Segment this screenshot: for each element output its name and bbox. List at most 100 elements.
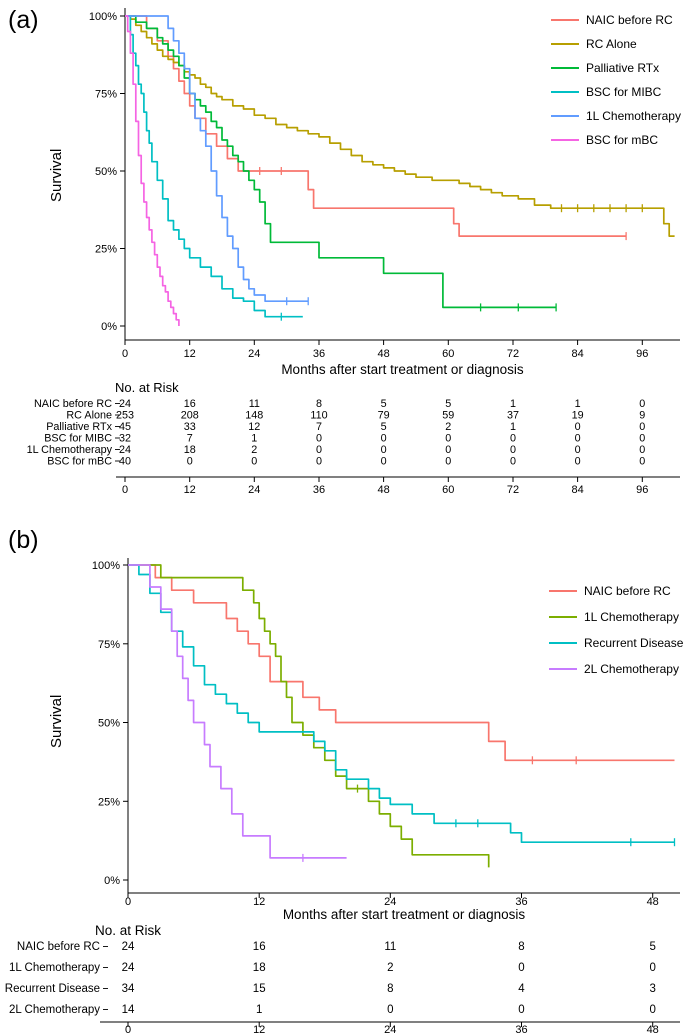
risk-count: 0 (381, 456, 387, 468)
risk-count: 15 (253, 983, 266, 995)
panel-b-label: (b) (8, 526, 39, 554)
panel-a-risk-table-title: No. at Risk (115, 380, 179, 395)
legend-line-swatch (551, 67, 579, 69)
risk-count: 1 (575, 398, 581, 410)
legend-label: 1L Chemotherapy (584, 610, 679, 624)
risk-count: 0 (445, 456, 451, 468)
legend-label: 1L Chemotherapy (586, 109, 681, 123)
risk-count: 8 (518, 941, 524, 953)
x-tick-label: 84 (571, 348, 583, 360)
risk-row-label: 2L Chemotherapy (9, 1004, 100, 1016)
legend-item: 1L Chemotherapy (551, 104, 681, 128)
survival-curve-naic-before-rc (128, 564, 675, 762)
x-tick-label: 12 (184, 348, 196, 360)
x-tick-label: 24 (248, 348, 260, 360)
risk-count: 16 (253, 941, 266, 953)
risk-count: 0 (445, 433, 451, 445)
y-tick-label: 75% (98, 639, 120, 651)
risk-row-label: 1L Chemotherapy (27, 444, 113, 456)
risk-count: 24 (119, 398, 131, 410)
risk-count: 12 (248, 421, 260, 433)
risk-row-label: RC Alone (66, 410, 112, 422)
risk-count: 0 (316, 433, 322, 445)
risk-count: 0 (251, 456, 257, 468)
survival-curve-palliative-rtx (125, 15, 557, 309)
risk-count: 0 (575, 456, 581, 468)
risk-count: 0 (639, 421, 645, 433)
risk-count: 7 (316, 421, 322, 433)
survival-curve-1l-chemotherapy (125, 15, 309, 303)
risk-count: 24 (122, 962, 135, 974)
risk-count: 5 (649, 941, 655, 953)
y-tick-label: 100% (92, 560, 120, 572)
risk-count: 11 (249, 398, 260, 410)
panel-a-x-axis-title: Months after start treatment or diagnosi… (281, 362, 524, 377)
risk-count: 24 (119, 444, 131, 456)
x-tick-label: 0 (125, 896, 131, 908)
risk-count: 32 (119, 433, 131, 445)
risk-count: 0 (649, 1004, 655, 1016)
legend-line-swatch (551, 43, 579, 45)
risk-count: 5 (445, 398, 451, 410)
legend-label: BSC for MIBC (586, 85, 662, 99)
risk-count: 0 (649, 962, 655, 974)
risk-count: 5 (381, 421, 387, 433)
risk-count: 0 (575, 433, 581, 445)
x-tick-label: 36 (515, 896, 527, 908)
legend-item: NAIC before RC (549, 578, 683, 604)
risk-count: 0 (575, 444, 581, 456)
y-tick-label: 0% (101, 321, 117, 333)
risk-count: 37 (507, 410, 519, 422)
x-tick-label: 36 (313, 348, 325, 360)
risk-count: 11 (384, 941, 396, 953)
legend-line-swatch (549, 616, 577, 618)
y-tick-label: 50% (95, 166, 117, 178)
legend-label: NAIC before RC (584, 584, 671, 598)
risk-axis-label: 48 (377, 484, 389, 496)
legend-item: 2L Chemotherapy (549, 656, 683, 682)
risk-count: 33 (184, 421, 196, 433)
risk-axis-label: 84 (571, 484, 583, 496)
x-tick-label: 48 (377, 348, 389, 360)
risk-count: 16 (184, 398, 196, 410)
legend-label: Recurrent Disease (584, 636, 684, 650)
risk-count: 9 (639, 410, 645, 422)
legend-label: 2L Chemotherapy (584, 662, 679, 676)
risk-count: 1 (256, 1004, 262, 1016)
risk-count: 208 (181, 410, 199, 422)
survival-curve-rc-alone (125, 15, 675, 237)
risk-count: 8 (316, 398, 322, 410)
survival-curve-2l-chemotherapy (128, 564, 347, 859)
legend-label: NAIC before RC (586, 13, 673, 27)
risk-axis-label: 60 (442, 484, 454, 496)
y-tick-label: 0% (104, 875, 120, 887)
legend-label: RC Alone (586, 37, 637, 51)
risk-count: 2 (387, 962, 393, 974)
risk-count: 0 (575, 421, 581, 433)
risk-axis-label: 24 (384, 1024, 396, 1035)
legend-item: 1L Chemotherapy (549, 604, 683, 630)
legend-item: Palliative RTx (551, 56, 681, 80)
survival-curve-bsc-for-mbc (125, 15, 180, 326)
panel-b-legend: NAIC before RC 1L Chemotherapy Recurrent D… (549, 578, 683, 682)
risk-count: 45 (119, 421, 131, 433)
legend-item: BSC for mBC (551, 128, 681, 152)
legend-line-swatch (551, 91, 579, 93)
risk-count: 2 (445, 421, 451, 433)
risk-axis-label: 0 (125, 1024, 131, 1035)
x-tick-label: 60 (442, 348, 454, 360)
risk-count: 0 (381, 444, 387, 456)
risk-count: 2 (251, 444, 257, 456)
legend-line-swatch (549, 642, 577, 644)
risk-count: 0 (510, 456, 516, 468)
risk-row-label: NAIC before RC (34, 398, 112, 410)
x-tick-label: 72 (507, 348, 519, 360)
x-tick-label: 48 (647, 896, 659, 908)
risk-count: 0 (639, 433, 645, 445)
risk-count: 1 (510, 421, 516, 433)
risk-count: 18 (184, 444, 196, 456)
risk-row-label: Palliative RTx (46, 421, 112, 433)
risk-axis-label: 36 (313, 484, 325, 496)
y-tick-label: 25% (98, 796, 120, 808)
